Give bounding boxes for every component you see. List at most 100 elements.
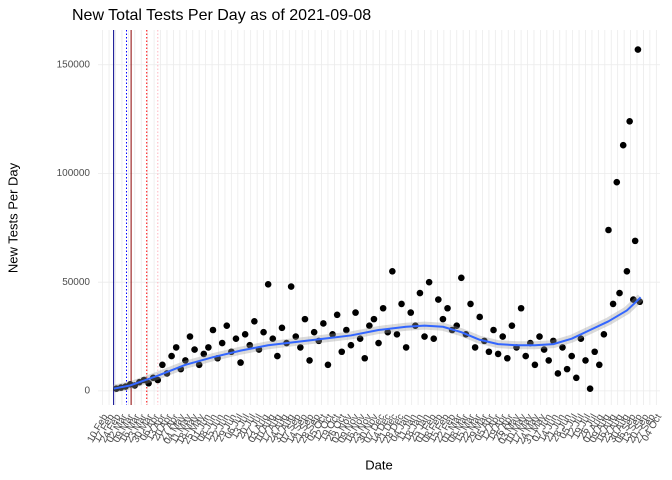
data-point: [563, 365, 571, 373]
data-point: [384, 328, 392, 336]
data-point: [453, 322, 461, 329]
data-point: [333, 311, 341, 319]
data-point: [370, 315, 378, 323]
data-point: [623, 268, 631, 275]
data-point: [310, 328, 318, 336]
data-point: [352, 309, 359, 316]
data-point: [416, 289, 424, 297]
data-point: [550, 337, 557, 345]
data-point: [439, 315, 447, 323]
data-point: [186, 333, 194, 340]
data-point: [595, 361, 603, 369]
y-tick-label: 150000: [57, 59, 91, 70]
data-point: [540, 346, 548, 353]
data-point: [476, 313, 484, 321]
data-point: [630, 296, 637, 303]
data-point: [320, 320, 327, 327]
data-point: [379, 304, 387, 312]
data-point: [260, 328, 267, 336]
data-point: [237, 359, 244, 366]
data-point: [329, 331, 336, 338]
data-point: [536, 333, 543, 340]
data-point: [347, 341, 355, 349]
data-point: [559, 344, 566, 351]
data-point: [205, 344, 212, 351]
data-point: [619, 141, 627, 149]
data-point: [494, 350, 502, 358]
data-point: [251, 318, 258, 325]
data-point: [154, 376, 162, 384]
data-point: [278, 324, 286, 332]
data-point: [232, 335, 240, 342]
data-point: [338, 348, 346, 356]
data-point: [600, 331, 608, 338]
data-point: [609, 300, 617, 308]
data-point: [301, 315, 309, 323]
data-point: [269, 335, 277, 342]
data-point: [264, 281, 272, 288]
data-point: [504, 354, 511, 362]
y-tick-label: 50000: [62, 277, 90, 288]
data-point: [568, 352, 575, 360]
data-point: [616, 289, 623, 297]
data-point: [361, 354, 369, 362]
data-point: [605, 226, 612, 234]
data-point: [241, 331, 249, 338]
data-point: [145, 379, 152, 387]
data-point: [297, 344, 304, 351]
data-point: [375, 339, 382, 347]
data-point: [425, 278, 433, 286]
data-point: [407, 309, 415, 316]
data-point: [356, 335, 364, 342]
data-point: [631, 237, 639, 245]
chart-title: New Total Tests Per Day as of 2021-09-08: [72, 7, 371, 24]
data-point: [191, 346, 198, 353]
x-axis-title: Date: [365, 457, 392, 472]
data-point: [586, 385, 594, 392]
data-point: [572, 374, 580, 382]
data-point: [200, 350, 208, 358]
data-point: [485, 348, 493, 356]
data-point: [274, 352, 281, 360]
data-point: [458, 274, 465, 282]
data-point: [582, 357, 589, 364]
data-point: [634, 46, 642, 53]
smooth-line: [113, 296, 642, 390]
data-point: [430, 335, 438, 342]
data-point: [522, 352, 530, 360]
data-point: [626, 118, 633, 125]
data-point: [490, 326, 497, 334]
data-point: [467, 300, 474, 308]
data-point: [168, 352, 175, 360]
data-point: [159, 361, 166, 369]
y-tick-label: 100000: [57, 168, 91, 179]
data-point: [324, 361, 332, 369]
data-point: [402, 344, 410, 351]
data-point: [287, 283, 295, 290]
data-point: [389, 268, 396, 275]
y-axis-title: New Tests Per Day: [5, 162, 20, 273]
data-point: [306, 357, 313, 364]
data-point: [246, 341, 254, 349]
data-point: [545, 357, 553, 364]
data-point: [577, 335, 585, 342]
data-point: [554, 370, 562, 377]
data-point: [343, 326, 350, 334]
data-point: [398, 300, 405, 308]
data-point: [444, 304, 451, 312]
data-point: [218, 339, 226, 347]
data-point: [421, 333, 428, 340]
data-point: [499, 333, 507, 340]
data-point: [195, 361, 203, 369]
data-point: [471, 344, 479, 351]
data-point: [182, 357, 189, 364]
data-point: [172, 344, 180, 351]
data-point: [366, 322, 373, 329]
data-point: [613, 178, 621, 186]
data-point: [393, 331, 401, 338]
y-tick-label: 0: [84, 386, 90, 397]
data-point: [508, 322, 516, 329]
data-point: [223, 322, 231, 329]
data-point: [591, 348, 598, 356]
